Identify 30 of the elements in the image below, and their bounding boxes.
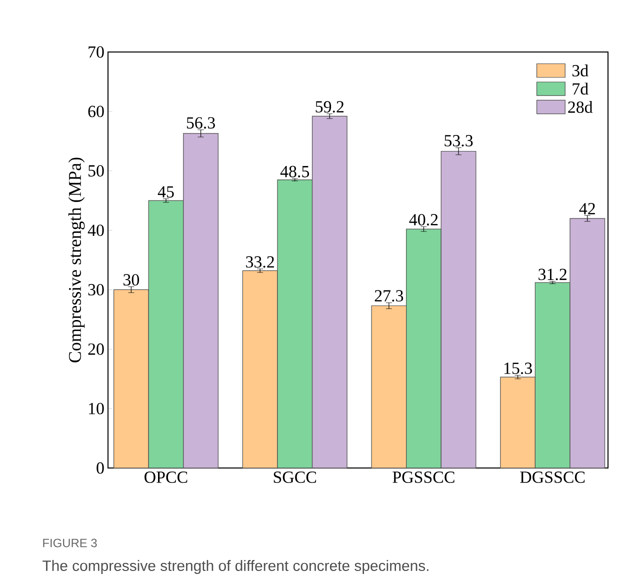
data-label: 15.3 [504,362,532,374]
y-axis-title: Compressive strength (MPa) [68,158,85,362]
x-tick-label: PGSSCC [392,472,454,483]
y-tick-label: 20 [88,343,104,355]
y-tick-label: 0 [96,462,104,474]
y-tick-label: 40 [88,224,104,236]
data-label: 56.3 [186,117,215,129]
x-tick-label: DGSSCC [520,472,585,483]
data-label: 42 [579,203,595,214]
y-tick-label: 70 [88,46,104,58]
data-label: 40.2 [409,214,438,226]
y-tick-label: 50 [88,165,104,177]
x-tick-label: SGCC [274,472,316,483]
legend-label: 3d [572,64,588,76]
data-label: 53.3 [444,135,473,146]
data-label: 27.3 [374,290,404,302]
y-tick-label: 30 [88,284,104,296]
x-tick-label: OPCC [144,472,188,483]
y-tick-label: 60 [88,106,104,118]
caption: FIGURE 3 [43,538,97,548]
data-label: 31.2 [538,268,566,280]
text: The compressive strength of different concrete specimens. [42,560,428,574]
y-tick-label: 10 [89,402,104,414]
data-label: 30 [124,274,140,286]
data-label: 59.2 [316,101,344,113]
data-label: 48.5 [280,166,310,178]
legend-label: 7d [572,82,588,95]
legend-label: 28d [568,100,593,113]
data-label: 33.2 [246,256,274,268]
data-label: 45 [158,186,174,198]
